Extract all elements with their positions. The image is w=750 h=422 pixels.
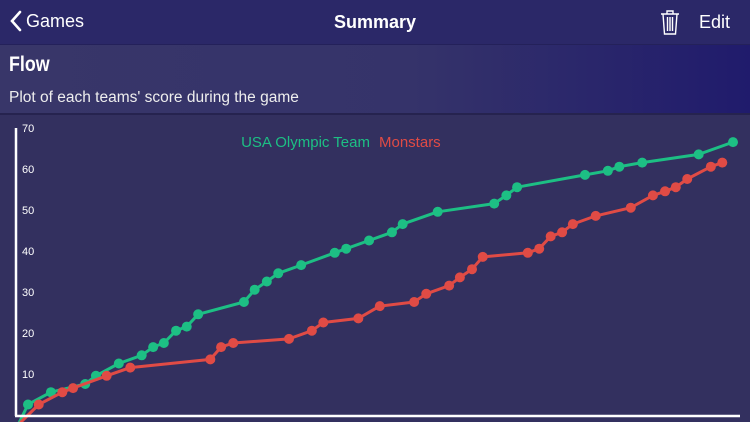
data-point xyxy=(590,210,601,221)
section-header: Flow Plot of each teams' score during th… xyxy=(0,45,750,115)
data-point xyxy=(614,161,625,172)
data-point xyxy=(171,325,182,336)
data-point xyxy=(57,387,68,398)
data-point xyxy=(101,370,112,381)
data-point xyxy=(329,247,340,258)
section-title: Flow xyxy=(9,53,50,76)
y-tick-label: 30 xyxy=(22,287,34,299)
data-point xyxy=(216,342,227,353)
edit-button[interactable]: Edit xyxy=(699,12,731,32)
data-point xyxy=(45,387,56,398)
data-point xyxy=(579,169,590,180)
data-point xyxy=(409,297,420,307)
data-point xyxy=(444,280,455,291)
data-point xyxy=(148,342,159,353)
legend-monstars: Monstars xyxy=(379,134,441,151)
data-point xyxy=(158,338,169,348)
data-point xyxy=(602,165,613,176)
data-point xyxy=(421,288,432,299)
data-point xyxy=(193,309,204,320)
series-line-1 xyxy=(18,161,723,422)
flow-chart: 10 20 30 40 50 60 70 USA Olympic Team Monstars xyxy=(14,123,740,422)
page-title: Summary xyxy=(333,12,417,32)
series-line-0 xyxy=(17,140,734,422)
data-point xyxy=(660,186,671,197)
data-point xyxy=(125,362,136,373)
data-point xyxy=(637,157,648,168)
data-point xyxy=(228,338,239,348)
data-point xyxy=(501,190,512,201)
data-point xyxy=(318,317,329,328)
data-point xyxy=(261,276,272,287)
navigation-bar: Games Summary Edit xyxy=(0,0,750,45)
back-button[interactable]: Games xyxy=(10,10,84,32)
y-tick-label: 20 xyxy=(22,328,34,340)
data-point xyxy=(296,260,307,271)
data-point xyxy=(717,157,728,168)
data-point xyxy=(477,251,488,262)
data-point xyxy=(522,247,533,258)
data-point xyxy=(353,313,364,324)
data-point xyxy=(33,399,44,410)
data-point xyxy=(341,243,352,254)
data-point xyxy=(364,235,375,246)
y-tick-label: 10 xyxy=(22,369,34,381)
y-tick-label: 70 xyxy=(22,123,34,135)
data-point xyxy=(512,182,523,193)
data-point xyxy=(647,190,658,201)
data-point xyxy=(283,333,294,344)
y-tick-label: 40 xyxy=(22,246,34,258)
data-point xyxy=(705,161,716,172)
data-point xyxy=(205,354,216,365)
data-point xyxy=(545,231,556,242)
data-point xyxy=(454,272,465,283)
data-point xyxy=(567,219,578,230)
data-point xyxy=(397,219,408,230)
chevron-left-icon xyxy=(10,10,22,32)
data-point xyxy=(238,297,249,307)
data-point xyxy=(306,325,317,336)
data-point xyxy=(386,227,397,238)
data-point xyxy=(136,350,147,361)
data-point xyxy=(467,264,478,275)
data-point xyxy=(693,149,704,160)
delete-button[interactable] xyxy=(659,9,681,41)
y-tick-label: 60 xyxy=(22,164,34,176)
data-point xyxy=(249,284,260,295)
data-point xyxy=(682,174,693,184)
data-point xyxy=(432,206,443,217)
data-point xyxy=(728,137,738,148)
legend-usa-olympic-team: USA Olympic Team xyxy=(241,134,370,151)
data-point xyxy=(625,202,636,213)
data-point xyxy=(273,268,284,279)
back-label: Games xyxy=(26,10,85,31)
data-point xyxy=(489,198,500,209)
data-point xyxy=(68,383,79,394)
data-point xyxy=(113,358,124,369)
data-point xyxy=(670,182,681,193)
trash-icon xyxy=(661,10,679,35)
data-point xyxy=(374,301,385,312)
data-point xyxy=(534,243,545,254)
section-subtitle: Plot of each teams' score during the gam… xyxy=(9,89,299,106)
data-point xyxy=(557,227,568,238)
data-point xyxy=(181,321,192,332)
y-tick-label: 50 xyxy=(22,205,34,217)
data-point xyxy=(23,399,34,410)
